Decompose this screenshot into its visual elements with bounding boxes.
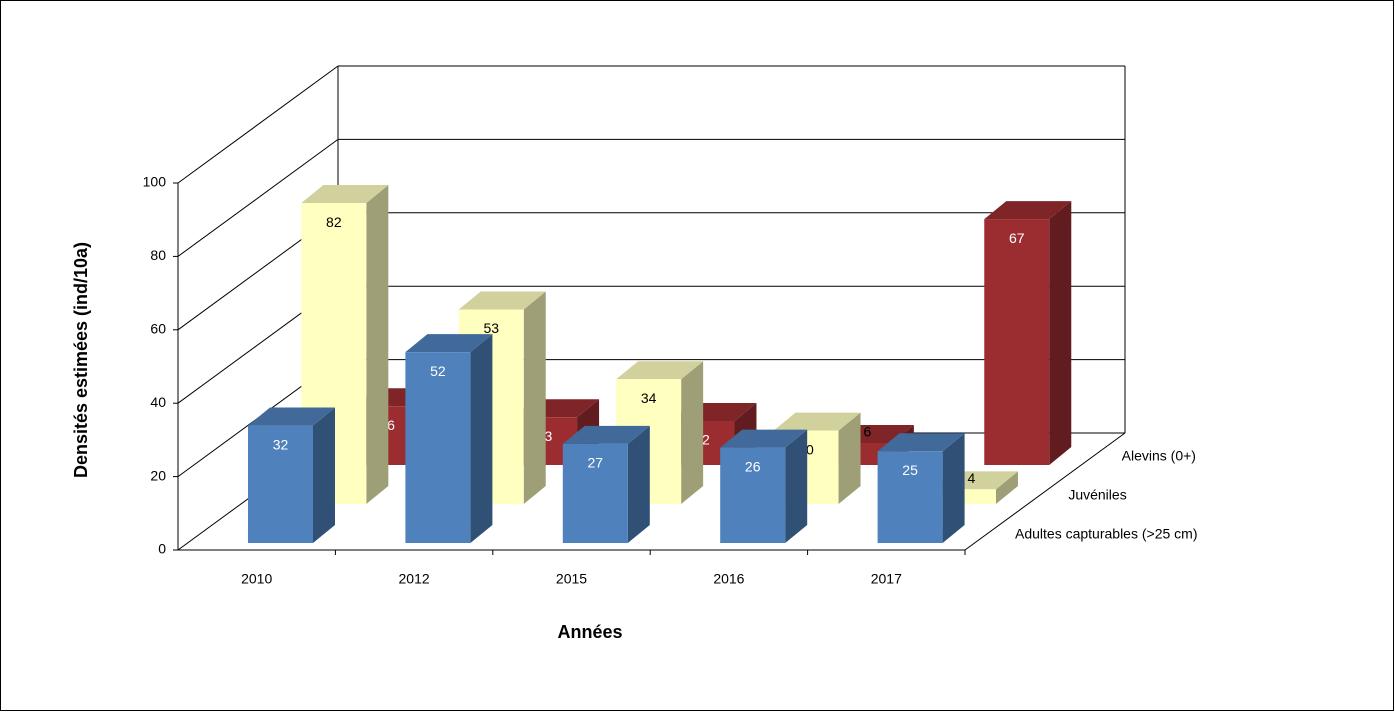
data-label: 82 xyxy=(326,214,342,230)
bar-side xyxy=(838,412,861,504)
bar-top xyxy=(562,425,650,444)
bar-top xyxy=(301,185,389,204)
x-tick-label: 2017 xyxy=(871,571,902,587)
depth-label: Adultes capturables (>25 cm) xyxy=(1015,526,1197,542)
y-tick-label: 80 xyxy=(150,247,166,263)
data-label: 53 xyxy=(483,320,499,336)
data-label: 52 xyxy=(430,363,446,379)
bar-side xyxy=(942,433,965,543)
data-label: 32 xyxy=(273,436,289,452)
bar-top xyxy=(877,433,965,452)
bar xyxy=(984,219,1050,465)
data-label: 67 xyxy=(1009,230,1025,246)
bar xyxy=(248,425,313,543)
bar xyxy=(562,443,628,543)
bar-side xyxy=(995,471,1018,504)
bar-top xyxy=(405,334,493,353)
grid-line xyxy=(177,65,339,184)
x-tick-label: 2016 xyxy=(713,571,744,587)
bar-side xyxy=(1049,201,1072,466)
bar-side xyxy=(627,425,650,543)
x-axis-title: Années xyxy=(557,622,622,642)
grid-line xyxy=(177,138,339,257)
y-tick-label: 100 xyxy=(143,174,167,190)
data-label: 26 xyxy=(745,458,761,474)
bar-side xyxy=(313,407,335,543)
data-label: 6 xyxy=(863,424,871,440)
depth-label: Alevins (0+) xyxy=(1122,448,1196,464)
data-label: 27 xyxy=(588,455,604,471)
bar xyxy=(720,447,786,543)
bar-top xyxy=(984,201,1072,220)
bar-top xyxy=(248,407,335,426)
bar xyxy=(405,352,471,543)
floor-line xyxy=(964,432,1126,551)
bar-side xyxy=(523,291,546,504)
y-tick-label: 20 xyxy=(150,467,166,483)
bar-side xyxy=(470,334,493,543)
depth-label: Juvéniles xyxy=(1068,487,1126,503)
bar-side xyxy=(785,429,808,543)
y-tick-label: 0 xyxy=(158,541,166,557)
x-tick-label: 2015 xyxy=(556,571,587,587)
bar-top xyxy=(458,291,546,310)
bar-side xyxy=(681,361,704,504)
data-label: 4 xyxy=(968,470,976,486)
bar xyxy=(877,451,943,543)
bar-side xyxy=(366,185,389,504)
y-tick-label: 40 xyxy=(150,394,166,410)
x-tick-label: 2010 xyxy=(241,571,272,587)
x-tick-label: 2012 xyxy=(399,571,430,587)
bar-top xyxy=(773,412,861,431)
bar-top xyxy=(720,429,808,448)
data-label: 25 xyxy=(902,462,918,478)
y-axis-title: Densités estimées (ind/10a) xyxy=(71,242,91,478)
data-label: 34 xyxy=(641,390,657,406)
bar-top xyxy=(616,361,704,380)
y-tick-label: 60 xyxy=(150,321,166,337)
